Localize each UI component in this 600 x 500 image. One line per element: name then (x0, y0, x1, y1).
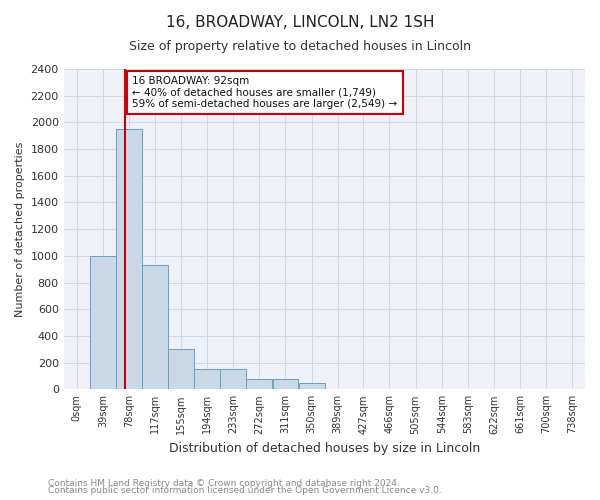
Text: Contains HM Land Registry data © Crown copyright and database right 2024.: Contains HM Land Registry data © Crown c… (48, 478, 400, 488)
Bar (64, 388, 89, 390)
Bar (116, 129, 142, 390)
Text: 16 BROADWAY: 92sqm
← 40% of detached houses are smaller (1,749)
59% of semi-deta: 16 BROADWAY: 92sqm ← 40% of detached hou… (133, 76, 397, 109)
Text: 16, BROADWAY, LINCOLN, LN2 1SH: 16, BROADWAY, LINCOLN, LN2 1SH (166, 15, 434, 30)
Bar (220, 370, 246, 390)
Text: Size of property relative to detached houses in Lincoln: Size of property relative to detached ho… (129, 40, 471, 53)
Bar (168, 350, 194, 390)
Y-axis label: Number of detached properties: Number of detached properties (15, 142, 25, 317)
Bar (194, 370, 220, 390)
Bar (325, 388, 350, 390)
Bar (299, 382, 325, 390)
Text: Contains public sector information licensed under the Open Government Licence v3: Contains public sector information licen… (48, 486, 442, 495)
Bar (142, 265, 168, 390)
Bar (90, 256, 116, 390)
Bar (247, 380, 272, 390)
Bar (272, 380, 298, 390)
X-axis label: Distribution of detached houses by size in Lincoln: Distribution of detached houses by size … (169, 442, 480, 455)
